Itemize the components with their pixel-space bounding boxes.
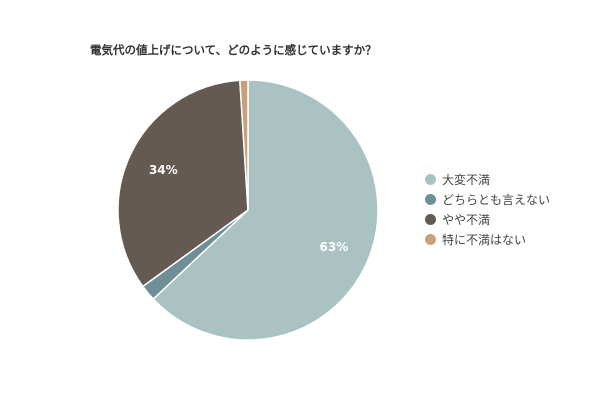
- data-label-3: 34%: [149, 163, 178, 177]
- legend-label: やや不満: [442, 212, 491, 227]
- legend-label: どちらとも言えない: [442, 192, 551, 207]
- data-label-1: 63%: [320, 240, 349, 254]
- legend-item-4: 特に不満はない: [425, 229, 550, 249]
- pie-slice-1: [152, 79, 379, 341]
- legend-label: 特に不満はない: [442, 232, 527, 247]
- chart-title: 電気代の値上げについて、どのように感じていますか？: [90, 43, 377, 57]
- pie-slice-3: [117, 79, 249, 288]
- legend-marker-icon: [425, 193, 436, 205]
- legend-item-1: 大変不満: [425, 169, 550, 189]
- pie-slice-4: [239, 79, 249, 211]
- legend-item-2: どちらとも言えない: [425, 189, 550, 209]
- legend-label: 大変不満: [442, 172, 491, 187]
- legend-marker-icon: [425, 213, 436, 225]
- legend-marker-icon: [425, 173, 436, 185]
- chart-legend: 大変不満どちらとも言えない やや不満特に不満はない: [425, 169, 550, 249]
- legend-item-3: やや不満: [425, 209, 550, 229]
- legend-marker-icon: [425, 233, 436, 245]
